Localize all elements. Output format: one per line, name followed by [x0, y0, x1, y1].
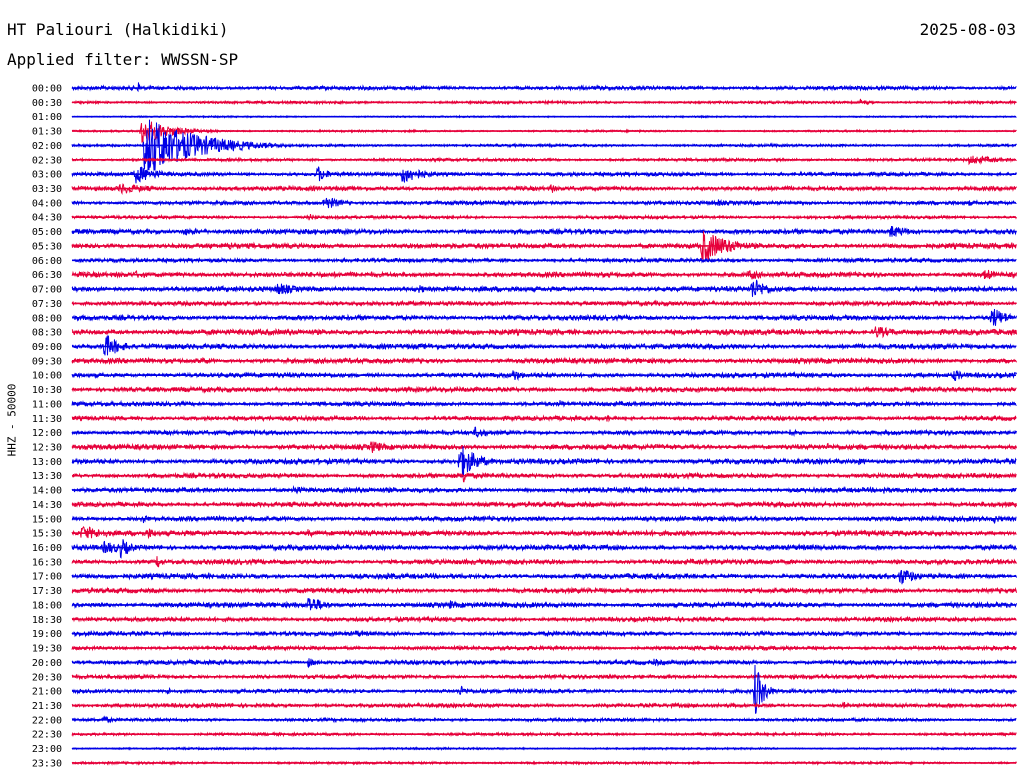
row-time-label: 17:30 — [32, 586, 62, 597]
row-time-label: 06:00 — [32, 256, 62, 267]
row-time-label: 20:30 — [32, 672, 62, 683]
seismogram-trace-row — [71, 569, 1017, 585]
row-time-label: 12:30 — [32, 443, 62, 454]
row-time-label: 11:30 — [32, 414, 62, 425]
row-time-label: 15:00 — [32, 514, 62, 525]
row-time-label: 23:00 — [32, 744, 62, 755]
seismogram-trace-row — [71, 471, 1017, 483]
row-time-label: 18:00 — [32, 600, 62, 611]
row-time-label: 03:00 — [32, 170, 62, 181]
row-time-label: 09:00 — [32, 342, 62, 353]
row-time-label: 00:30 — [32, 98, 62, 109]
row-time-label: 20:00 — [32, 658, 62, 669]
row-time-label: 13:30 — [32, 471, 62, 482]
seismogram-trace-row — [71, 514, 1017, 524]
row-time-label: 00:00 — [32, 84, 62, 95]
row-time-label: 01:00 — [32, 112, 62, 123]
record-date: 2025-08-03 — [919, 20, 1016, 39]
row-time-label: 18:30 — [32, 615, 62, 626]
station-title: HT Paliouri (Halkidiki) — [7, 20, 229, 39]
seismogram-trace-row — [71, 121, 1017, 143]
row-time-label: 14:00 — [32, 486, 62, 497]
row-time-label: 15:30 — [32, 529, 62, 540]
row-time-label: 22:30 — [32, 730, 62, 741]
row-time-label: 05:30 — [32, 241, 62, 252]
seismogram-trace-row — [71, 334, 1017, 356]
row-time-label: 02:30 — [32, 155, 62, 166]
row-time-label: 10:00 — [32, 371, 62, 382]
row-time-label: 09:30 — [32, 356, 62, 367]
row-time-label: 08:00 — [32, 313, 62, 324]
row-time-label: 11:00 — [32, 399, 62, 410]
seismogram-trace-row — [71, 231, 1017, 263]
row-time-label: 10:30 — [32, 385, 62, 396]
row-time-label: 01:30 — [32, 127, 62, 138]
row-time-label: 03:30 — [32, 184, 62, 195]
row-time-label: 08:30 — [32, 328, 62, 339]
row-time-label: 17:00 — [32, 572, 62, 583]
row-time-label: 16:30 — [32, 557, 62, 568]
row-time-label: 19:30 — [32, 644, 62, 655]
row-time-label: 13:00 — [32, 457, 62, 468]
row-time-label: 19:00 — [32, 629, 62, 640]
row-time-label: 06:30 — [32, 270, 62, 281]
row-time-label: 04:00 — [32, 198, 62, 209]
row-time-label: 14:30 — [32, 500, 62, 511]
row-time-label: 22:00 — [32, 715, 62, 726]
row-time-label: 02:00 — [32, 141, 62, 152]
row-time-label: 07:00 — [32, 285, 62, 296]
row-time-label: 21:00 — [32, 687, 62, 698]
row-time-label: 23:30 — [32, 758, 62, 769]
row-time-label: 07:30 — [32, 299, 62, 310]
row-time-label: 16:00 — [32, 543, 62, 554]
seismogram-trace-row — [71, 500, 1017, 509]
row-time-label: 04:30 — [32, 213, 62, 224]
filter-label: Applied filter: WWSSN-SP — [7, 50, 239, 69]
row-time-label: 05:00 — [32, 227, 62, 238]
seismogram-trace-row — [71, 539, 1017, 559]
seismogram-trace-row — [71, 82, 1017, 93]
seismogram-trace-row — [71, 98, 1017, 106]
seismogram-trace-row — [71, 166, 1017, 184]
row-time-label: 12:00 — [32, 428, 62, 439]
row-time-label: 21:30 — [32, 701, 62, 712]
